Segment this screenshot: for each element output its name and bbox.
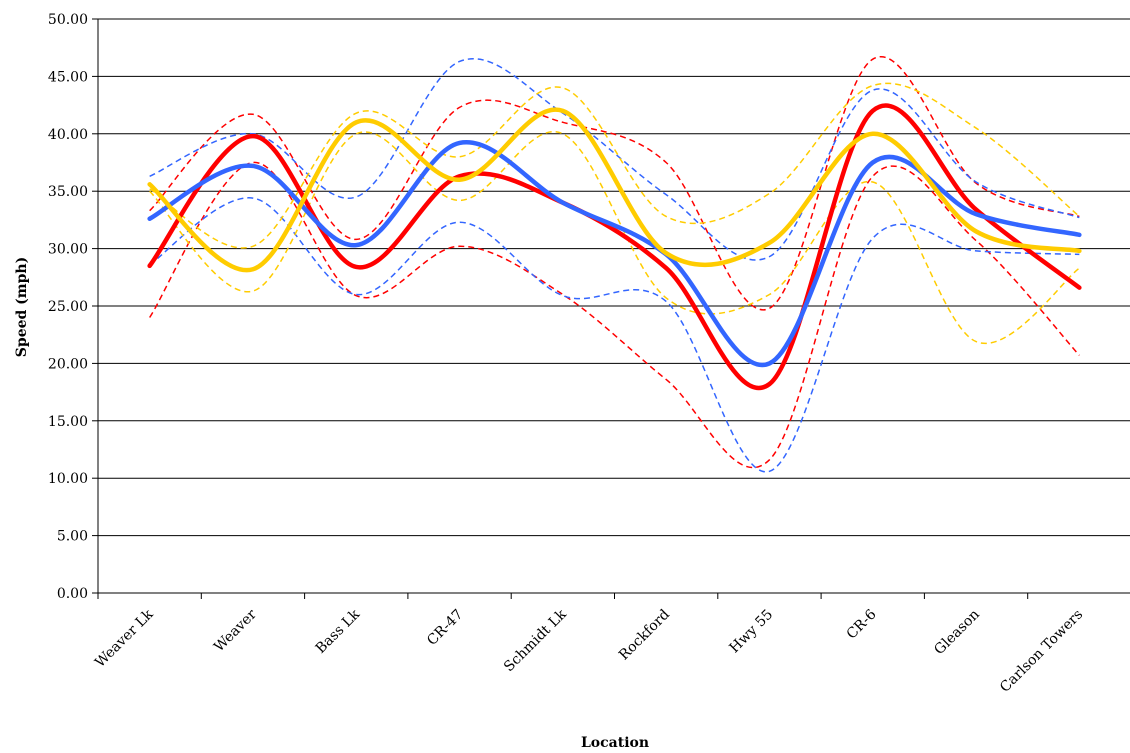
x-tick-label: Schmidt Lk bbox=[501, 606, 570, 675]
y-tick-label: 20.00 bbox=[48, 356, 88, 372]
series-lines bbox=[147, 56, 1082, 473]
y-tick-label: 35.00 bbox=[48, 184, 88, 200]
x-tick-label: CR-6 bbox=[844, 606, 880, 642]
x-tick-label: Weaver bbox=[211, 606, 260, 655]
gridlines bbox=[98, 18, 1130, 537]
y-tick-label: 50.00 bbox=[48, 12, 88, 28]
y-tick-label: 5.00 bbox=[57, 529, 88, 545]
y-tick-label: 0.00 bbox=[57, 586, 88, 602]
series-line-6 bbox=[147, 107, 1082, 273]
x-tick-label: Gleason bbox=[931, 607, 983, 659]
x-tick-label: Weaver Lk bbox=[92, 606, 157, 671]
axes bbox=[92, 18, 1130, 599]
series-band-line-1 bbox=[149, 56, 1080, 311]
x-tick-label: Bass Lk bbox=[313, 606, 364, 657]
series-band-line-4 bbox=[149, 58, 1080, 261]
x-tick-label: Hwy 55 bbox=[727, 607, 777, 657]
y-tick-label: 15.00 bbox=[48, 414, 88, 430]
series-band-line-7 bbox=[149, 82, 1080, 249]
series-line-3 bbox=[147, 140, 1082, 368]
series-band-line-5 bbox=[149, 197, 1080, 473]
x-tick-label: Carlson Towers bbox=[997, 607, 1086, 696]
series-line-0 bbox=[147, 103, 1082, 390]
series-band-line-8 bbox=[149, 130, 1080, 345]
y-tick-label: 30.00 bbox=[48, 242, 88, 258]
x-axis-title: Location bbox=[581, 735, 649, 751]
y-tick-label: 10.00 bbox=[48, 471, 88, 487]
y-tick-label: 25.00 bbox=[48, 299, 88, 315]
x-tick-label: CR-47 bbox=[424, 607, 466, 649]
y-tick-label: 45.00 bbox=[48, 69, 88, 85]
series-band-line-2 bbox=[149, 161, 1080, 469]
y-tick-label: 40.00 bbox=[48, 127, 88, 143]
x-tick-label: Rockford bbox=[616, 606, 673, 663]
y-axis-title: Speed (mph) bbox=[14, 257, 30, 357]
